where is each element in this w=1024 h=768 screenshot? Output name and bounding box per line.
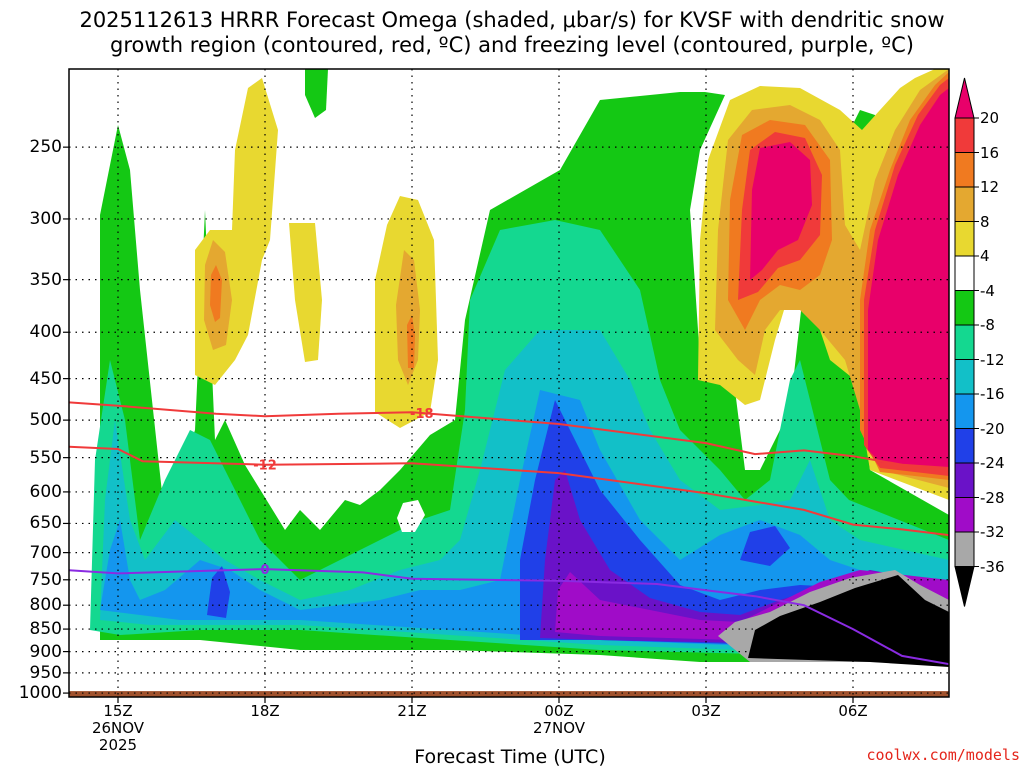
x-tick-label: 26NOV [91, 719, 145, 737]
y-tick-label: 1000 [18, 683, 62, 704]
y-tick-label: 600 [29, 481, 62, 502]
plot-frame [68, 68, 950, 698]
omega-region-above-plus20-a [750, 142, 812, 280]
colorbar-bin [954, 117, 975, 153]
y-tick-label: 300 [29, 208, 62, 229]
colorbar-tick-label: -4 [980, 281, 995, 300]
colorbar-tick-label: -20 [980, 419, 1005, 438]
colorbar-bin [954, 497, 975, 533]
dgz-minus-12-contour-line [69, 445, 949, 537]
omega-region-plus12-b [407, 315, 415, 368]
omega-region-plus4-b [289, 223, 322, 362]
x-tick-label: 2025 [98, 736, 138, 754]
colorbar-bin [954, 428, 975, 464]
x-tick-label: 15Z [103, 702, 133, 720]
axis-tick-marks [63, 146, 854, 703]
x-tick-label: 00Z [544, 702, 574, 720]
omega-region-white-pocket [397, 500, 425, 532]
colorbar-tick-label: -36 [980, 557, 1005, 576]
colorbar-tick-label: 16 [980, 143, 1000, 162]
x-tick-label: 21Z [397, 702, 427, 720]
dgz-minus-18-label: -18 [410, 407, 434, 422]
y-tick-label: 700 [29, 542, 62, 563]
colorbar-tick-label: -24 [980, 454, 1005, 472]
colorbar-tick-label: 8 [980, 212, 990, 231]
y-tick-label: 550 [29, 447, 62, 468]
omega-region-below-minus36 [748, 575, 949, 667]
colorbar-bin [954, 152, 975, 188]
colorbar-bin [954, 393, 975, 429]
colorbar-tick-label: -28 [980, 488, 1005, 507]
y-tick-label: 900 [29, 641, 62, 662]
omega-region-above-plus20-b [868, 88, 949, 468]
omega-shading [69, 69, 949, 697]
dgz-minus-18-contour-line [69, 401, 949, 470]
x-tick-label: 27NOV [532, 719, 586, 737]
y-tick-label: 950 [29, 662, 62, 683]
credit-link[interactable]: coolwx.com/models [866, 746, 1020, 764]
colorbar-bin [954, 462, 975, 498]
x-axis-label: Forecast Time (UTC) [414, 746, 606, 768]
colorbar-bin-above-20 [954, 77, 975, 119]
colorbar-bin [954, 186, 975, 222]
y-tick-label: 750 [29, 569, 62, 590]
omega-region-minus20c [740, 526, 790, 566]
colorbar-tick-label: -12 [980, 350, 1005, 369]
colorbar-bin [954, 255, 975, 291]
y-tick-label: 800 [29, 595, 62, 616]
y-tick-label: 450 [29, 368, 62, 389]
dgz-minus-12-label: -12 [253, 459, 277, 474]
omega-region-minus4-top [305, 69, 328, 118]
x-tick-label: 03Z [691, 702, 721, 720]
temperature-contours: -18 -12 0 [69, 401, 949, 666]
colorbar-bin [954, 221, 975, 257]
colorbar-bin [954, 290, 975, 326]
colorbar [954, 77, 979, 607]
chart-title-line-2: growth region (contoured, red, ºC) and f… [110, 33, 914, 57]
colorbar-tick-label: -8 [980, 316, 995, 334]
colorbar-tick-label: 20 [980, 109, 1000, 127]
colorbar-bin [954, 324, 975, 360]
colorbar-bin [954, 531, 975, 567]
y-tick-label: 250 [29, 137, 62, 158]
chart-title-line-1: 2025112613 HRRR Forecast Omega (shaded, … [79, 8, 945, 32]
y-tick-label: 650 [29, 513, 62, 534]
colorbar-tick-label: -16 [980, 385, 1005, 403]
freezing-level-0-label: 0 [260, 563, 269, 578]
y-tick-label: 400 [29, 322, 62, 343]
colorbar-tick-label: 4 [980, 247, 990, 265]
colorbar-bin-below-minus36 [954, 566, 975, 607]
y-tick-label: 850 [29, 619, 62, 640]
x-tick-label: 06Z [838, 702, 868, 720]
y-tick-label: 350 [29, 269, 62, 290]
grid-lines [69, 69, 949, 697]
x-tick-label: 18Z [250, 702, 280, 720]
colorbar-tick-label: -32 [980, 523, 1005, 541]
colorbar-bin [954, 359, 975, 395]
omega-region-minus16 [100, 390, 949, 648]
y-tick-label: 500 [29, 410, 62, 431]
freezing-level-0-contour-line [69, 568, 949, 666]
colorbar-tick-label: 12 [980, 178, 1000, 196]
ground-band [69, 691, 949, 697]
